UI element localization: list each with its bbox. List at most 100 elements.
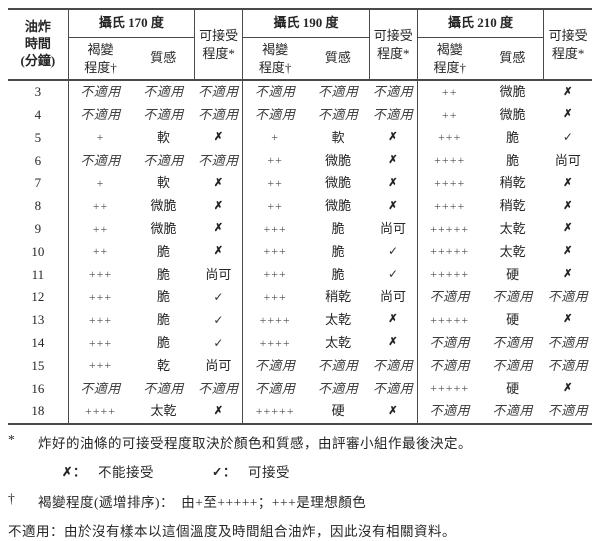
table-row: 4 不適用 不適用 不適用 不適用 不適用 不適用 ++ 微脆 ✗ (8, 103, 592, 127)
texture-cell: 太乾 (499, 221, 526, 237)
acceptability-cell: ✗ (563, 199, 573, 212)
acceptability-cell: ✓ (194, 331, 244, 355)
texture-cell: 微脆 (325, 152, 352, 168)
texture-cell: 脆 (331, 243, 345, 259)
table-row: 16 不適用 不適用 不適用 不適用 不適用 不適用 +++++ 硬 ✗ (8, 377, 592, 401)
browning-cell: +++ (263, 221, 287, 236)
texture-header-170: 質感 (132, 37, 196, 80)
acceptability-cell: ✗ (563, 85, 573, 98)
browning-cell: ++++ (434, 198, 466, 213)
table-header: 油炸 時間 (分鐘) 攝氏 170 度 可接受 程度* 攝氏 190 度 可接受… (8, 9, 592, 80)
acceptability-cell: 尚可 (369, 217, 418, 241)
acceptability-cell: 不適用 (369, 354, 418, 378)
browning-header-170: 褐變 程度† (67, 37, 133, 80)
texture-cell: 不適用 (317, 380, 359, 396)
footnote-acceptability-text: 炸好的油條的可接受程度取決於顏色和質感，由評審小組作最後決定。 (38, 435, 472, 451)
acceptability-cell: 不適用 (369, 377, 418, 401)
texture-cell: 不適用 (492, 289, 533, 305)
time-cell: 12 (8, 286, 69, 309)
texture-cell: 硬 (506, 312, 520, 328)
browning-cell: +++++ (430, 312, 470, 327)
acceptability-header-190: 可接受 程度* (368, 9, 418, 80)
acceptability-cell: ✗ (369, 331, 418, 355)
acceptability-cell: ✗ (194, 217, 244, 241)
table-row: 3 不適用 不適用 不適用 不適用 不適用 不適用 ++ 微脆 ✗ (8, 80, 592, 104)
dagger-marker: † (8, 490, 16, 506)
browning-cell: +++++ (430, 244, 470, 259)
acceptability-cell: 尚可 (369, 286, 418, 309)
frying-results-table: 油炸 時間 (分鐘) 攝氏 170 度 可接受 程度* 攝氏 190 度 可接受… (8, 8, 592, 425)
header-row-subcolumns: 褐變 程度† 質感 褐變 程度† 質感 褐變 程度† 質感 (8, 37, 592, 80)
texture-cell: 微脆 (325, 175, 352, 191)
browning-cell: ++ (267, 198, 283, 213)
time-cell: 15 (8, 354, 69, 378)
browning-cell: 不適用 (429, 357, 470, 373)
browning-cell: ++ (441, 107, 458, 122)
browning-cell: +++ (88, 335, 113, 350)
acceptability-cell: 尚可 (554, 152, 581, 168)
browning-cell: 不適用 (254, 107, 296, 123)
time-cell: 10 (8, 240, 69, 264)
document-page: 油炸 時間 (分鐘) 攝氏 170 度 可接受 程度* 攝氏 190 度 可接受… (0, 8, 600, 541)
cross-legend-label: 不能接受 (97, 464, 154, 480)
acceptability-cell: ✓ (562, 130, 573, 145)
temp-210-header: 攝氏 210 度 (416, 9, 545, 38)
browning-cell: 不適用 (80, 380, 121, 396)
asterisk-marker: * (8, 431, 16, 447)
browning-cell: + (96, 176, 105, 191)
browning-cell: ++ (441, 84, 458, 99)
browning-cell: ++ (92, 198, 109, 213)
acceptability-cell: ✗ (563, 381, 573, 394)
texture-cell: 微脆 (499, 84, 526, 100)
texture-header-210: 質感 (481, 37, 545, 80)
browning-cell: 不適用 (80, 84, 121, 100)
texture-cell: 軟 (156, 129, 170, 145)
texture-header-190: 質感 (306, 37, 370, 80)
acceptability-cell: 不適用 (547, 289, 589, 305)
browning-cell: +++++ (430, 267, 470, 282)
footnote-browning: † 褐變程度(遞增排序)： 由+至+++++；+++是理想顏色 (8, 491, 592, 511)
browning-cell: ++ (267, 176, 283, 191)
texture-cell: 軟 (156, 175, 170, 191)
acceptability-cell: ✗ (369, 149, 418, 173)
browning-cell: +++ (263, 290, 287, 305)
texture-cell: 不適用 (492, 357, 533, 373)
browning-cell: 不適用 (254, 84, 296, 100)
browning-cell: + (271, 130, 279, 145)
browning-cell: +++ (88, 290, 113, 305)
texture-cell: 脆 (156, 243, 170, 259)
texture-cell: 脆 (156, 289, 170, 305)
acceptability-cell: ✗ (563, 222, 573, 235)
frying-time-header: 油炸 時間 (分鐘) (8, 9, 69, 80)
table-row: 6 不適用 不適用 不適用 ++ 微脆 ✗ ++++ 脆尚可 (8, 149, 592, 173)
browning-cell: 不適用 (429, 289, 470, 305)
browning-cell: +++ (263, 267, 287, 282)
texture-cell: 不適用 (143, 152, 184, 168)
acceptability-cell: 尚可 (194, 354, 244, 378)
table-body: 3 不適用 不適用 不適用 不適用 不適用 不適用 ++ 微脆 ✗ 4 不適用 不適用 不適用 不適用 不適用… (8, 80, 592, 424)
acceptability-cell: ✓ (369, 263, 418, 287)
browning-header-190: 褐變 程度† (242, 37, 307, 80)
acceptability-cell: 不適用 (194, 103, 244, 127)
texture-cell: 微脆 (150, 221, 177, 237)
browning-cell: ++ (92, 221, 109, 236)
texture-cell: 脆 (506, 152, 520, 168)
time-cell: 14 (8, 331, 69, 355)
acceptability-cell: 不適用 (547, 357, 589, 373)
browning-cell: ++ (92, 244, 109, 259)
acceptability-cell: ✓ (369, 240, 418, 264)
texture-cell: 脆 (506, 129, 520, 145)
texture-cell: 太乾 (325, 335, 352, 351)
acceptability-cell: ✗ (563, 313, 573, 326)
acceptability-cell: ✗ (194, 194, 244, 218)
browning-cell: 不適用 (80, 152, 121, 168)
acceptability-cell: ✗ (563, 176, 573, 189)
texture-cell: 稍乾 (325, 289, 352, 305)
browning-cell: 不適用 (254, 357, 296, 373)
texture-cell: 脆 (156, 312, 170, 328)
browning-header-210: 褐變 程度† (416, 37, 482, 80)
acceptability-cell: ✗ (194, 240, 244, 264)
acceptability-cell: ✗ (369, 308, 418, 332)
browning-cell: + (96, 130, 105, 145)
acceptability-cell: ✗ (369, 400, 418, 424)
